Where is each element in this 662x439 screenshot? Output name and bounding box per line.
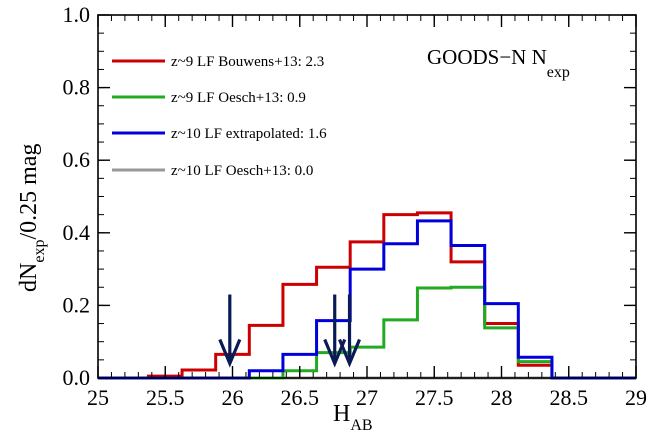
series-line-0 xyxy=(98,211,636,380)
arrow-head xyxy=(218,338,242,368)
y-tick-label: 0.6 xyxy=(63,147,91,172)
panel-label: GOODS−N Nexp xyxy=(427,45,570,81)
x-tick-label: 26 xyxy=(222,385,244,410)
x-axis-label: HAB xyxy=(333,401,373,434)
y-tick-label: 0.2 xyxy=(63,292,91,317)
y-axis-label: dNexp/0.25 mag xyxy=(16,144,48,292)
x-tick-label: 28 xyxy=(491,385,513,410)
legend-label: z~10 LF Oesch+13: 0.0 xyxy=(171,163,313,179)
y-tick-label: 1.0 xyxy=(63,2,91,27)
x-tick-label: 27.5 xyxy=(415,385,454,410)
arrow-0 xyxy=(218,294,242,368)
legend-label: z~10 LF extrapolated: 1.6 xyxy=(171,126,327,142)
x-tick-label: 28.5 xyxy=(550,385,589,410)
x-tick-label: 25.5 xyxy=(146,385,185,410)
x-tick-label: 25 xyxy=(87,385,109,410)
x-tick-label: 26.5 xyxy=(281,385,320,410)
arrows-layer xyxy=(218,294,361,368)
x-tick-label: 27 xyxy=(356,385,378,410)
arrow-2 xyxy=(338,294,361,368)
y-tick-label: 0.8 xyxy=(63,75,91,100)
ticks-layer: 25 25.5 26 26.5 27 27.5 28 28.5 29 0.0 0.2 0.4 0.6 0.… xyxy=(63,2,648,410)
legend-label: z~9 LF Oesch+13: 0.9 xyxy=(171,90,306,106)
legend-label: z~9 LF Bouwens+13: 2.3 xyxy=(171,54,324,70)
legend: z~9 LF Bouwens+13: 2.3 z~9 LF Oesch+13: 0… xyxy=(112,54,327,179)
y-tick-label: 0.0 xyxy=(63,365,91,390)
x-tick-label: 29 xyxy=(625,385,647,410)
arrow-head xyxy=(338,338,361,368)
y-tick-label: 0.4 xyxy=(63,220,91,245)
